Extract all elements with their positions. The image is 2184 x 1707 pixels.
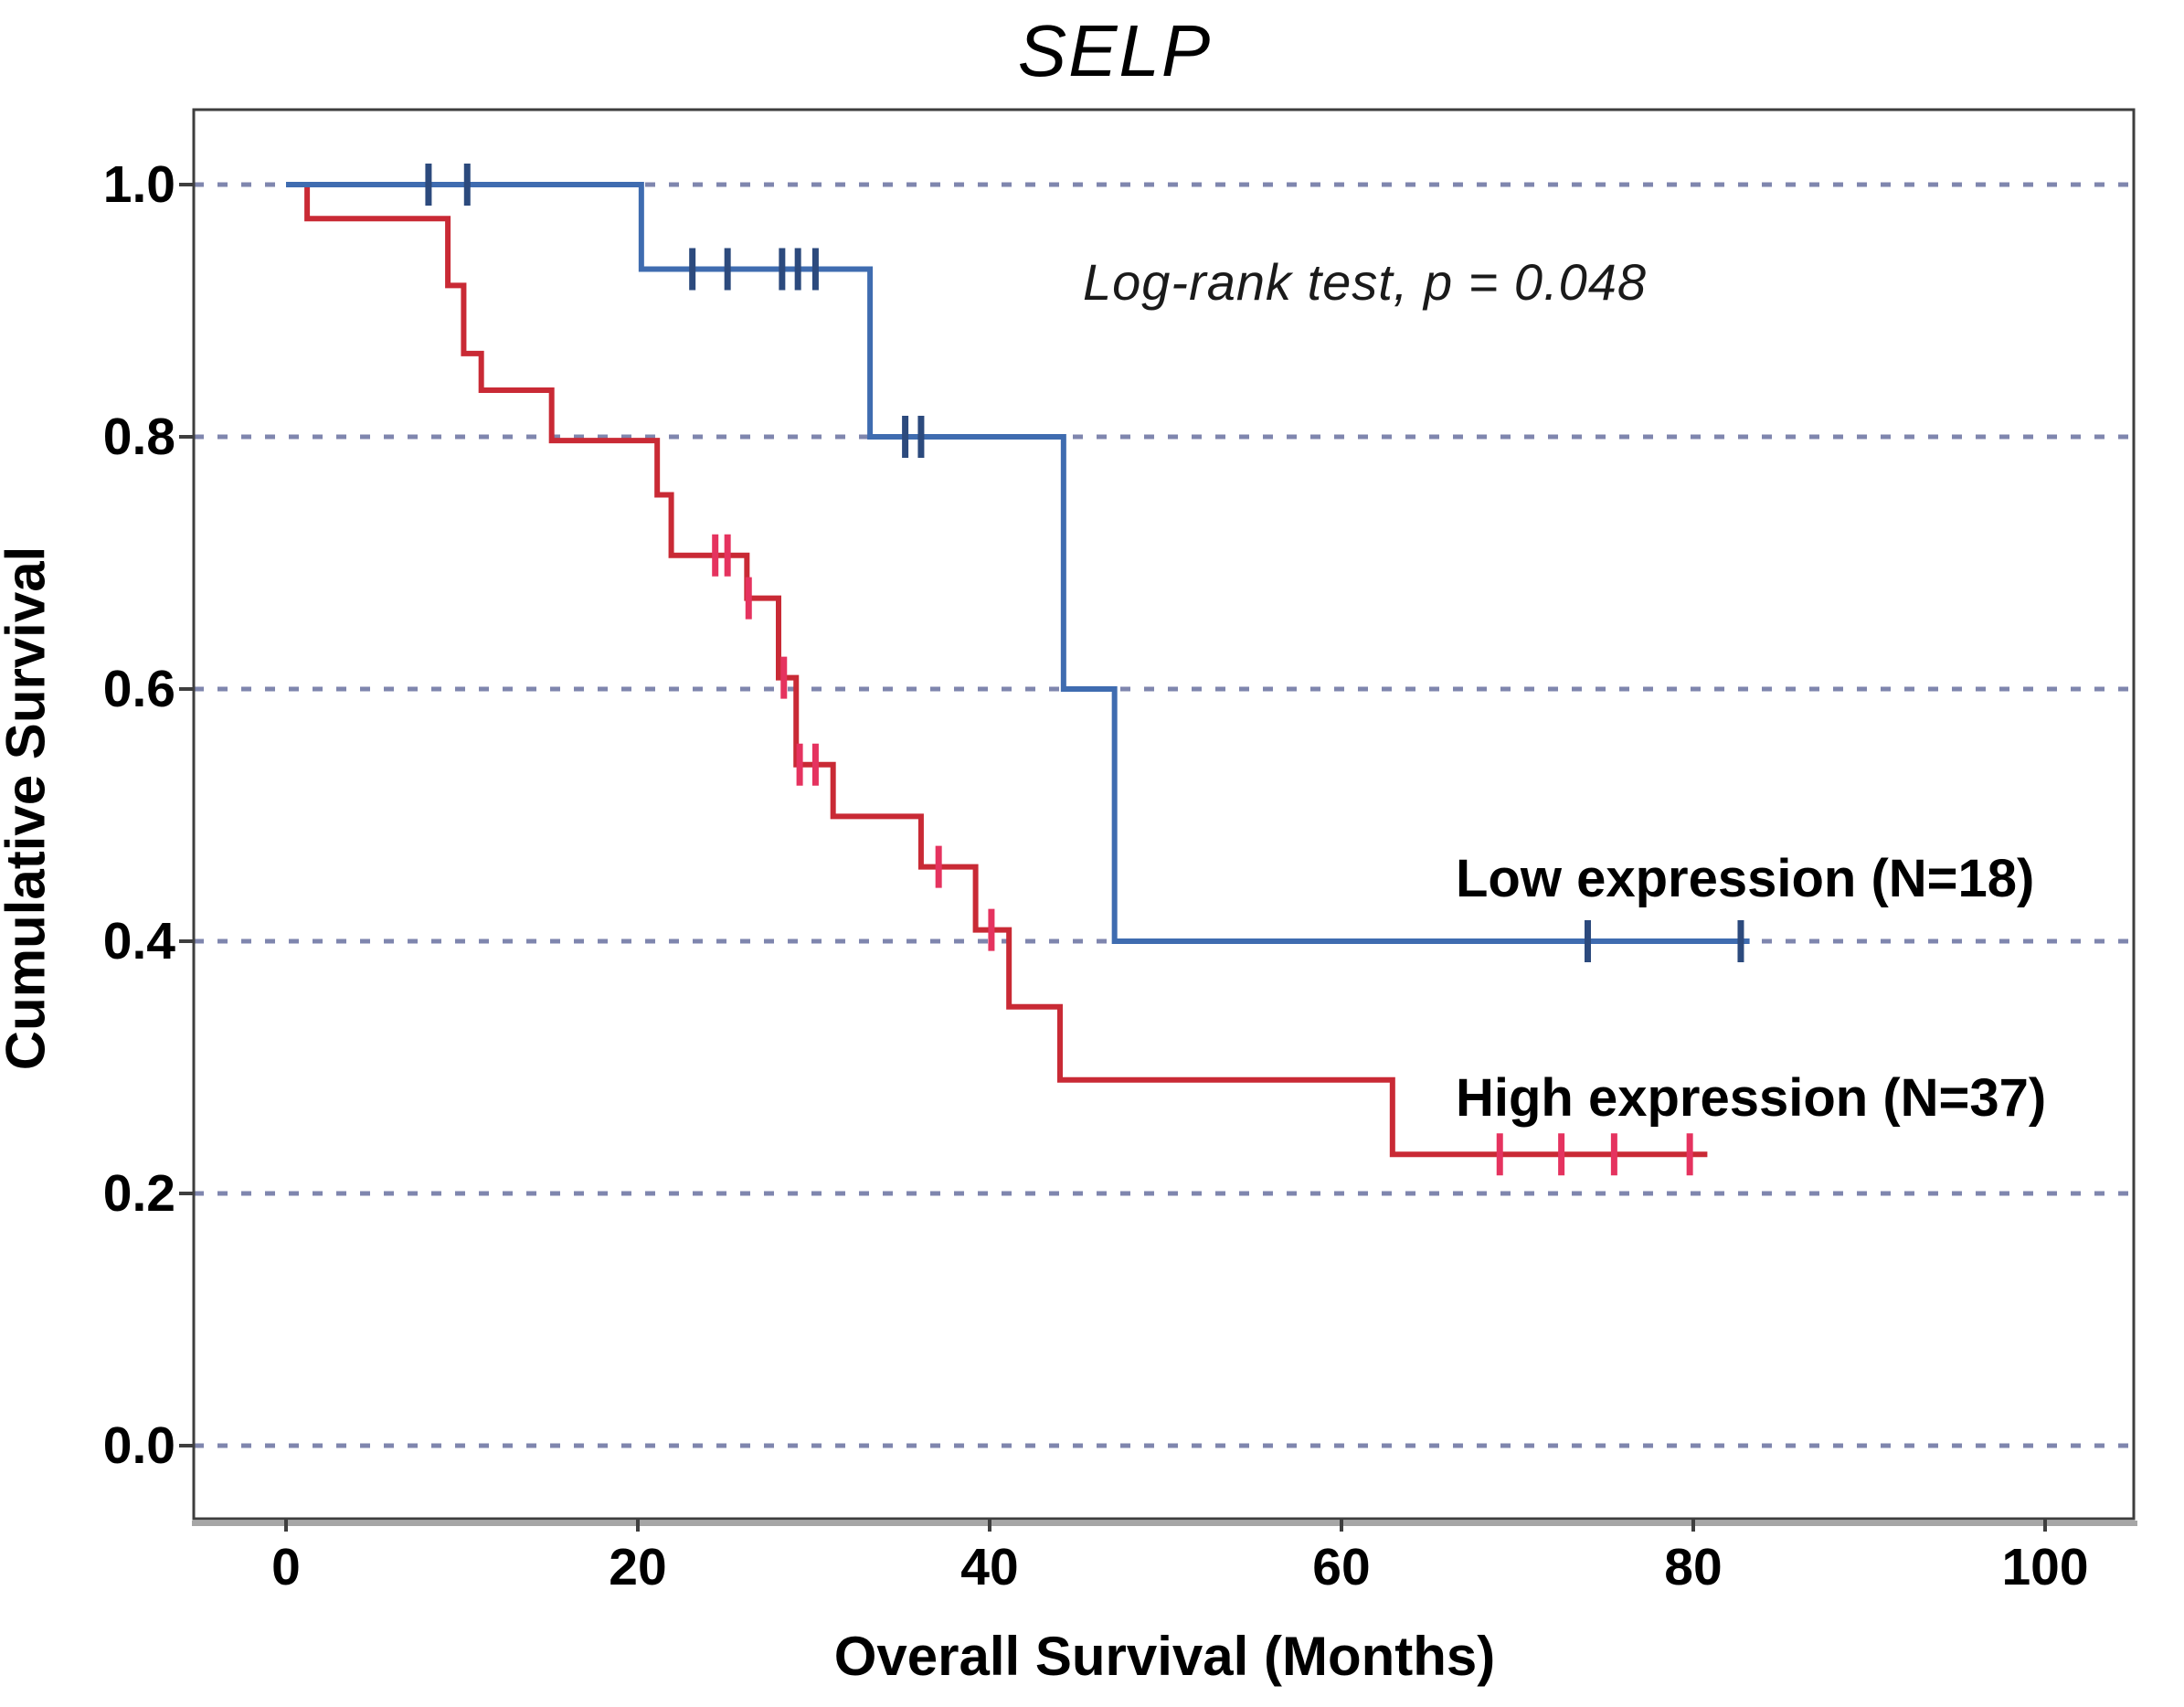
plot-frame: [192, 108, 2136, 1521]
y-axis-title: Cumulative Survival: [0, 546, 57, 1071]
high-expression-curve: [286, 182, 1708, 1158]
x-axis-title: Overall Survival (Months): [833, 1626, 1496, 1687]
x-tick-label-100: 100: [2001, 1538, 2089, 1596]
y-tick-label-0.8: 0.8: [102, 408, 175, 466]
x-tick-label-80: 80: [1664, 1538, 1723, 1596]
y-tick-label-0.6: 0.6: [102, 660, 175, 718]
x-tick-label-0: 0: [271, 1538, 301, 1596]
legend-label-high-expression: High expression (N=37): [1456, 1068, 2047, 1128]
y-tick-label-0.0: 0.0: [102, 1416, 175, 1475]
legend-label-low-expression: Low expression (N=18): [1456, 849, 2035, 908]
low-expression-curve: [286, 182, 1750, 944]
y-tick-label-0.4: 0.4: [102, 912, 175, 970]
x-tick-label-60: 60: [1312, 1538, 1371, 1596]
x-tick-label-40: 40: [960, 1538, 1019, 1596]
x-tick-label-20: 20: [609, 1538, 667, 1596]
y-tick-label-0.2: 0.2: [102, 1164, 175, 1223]
y-tick-label-1.0: 1.0: [102, 155, 175, 214]
chart-title: SELP: [1017, 10, 1213, 91]
logrank-annotation: Log-rank test, p = 0.048: [1083, 253, 1648, 311]
